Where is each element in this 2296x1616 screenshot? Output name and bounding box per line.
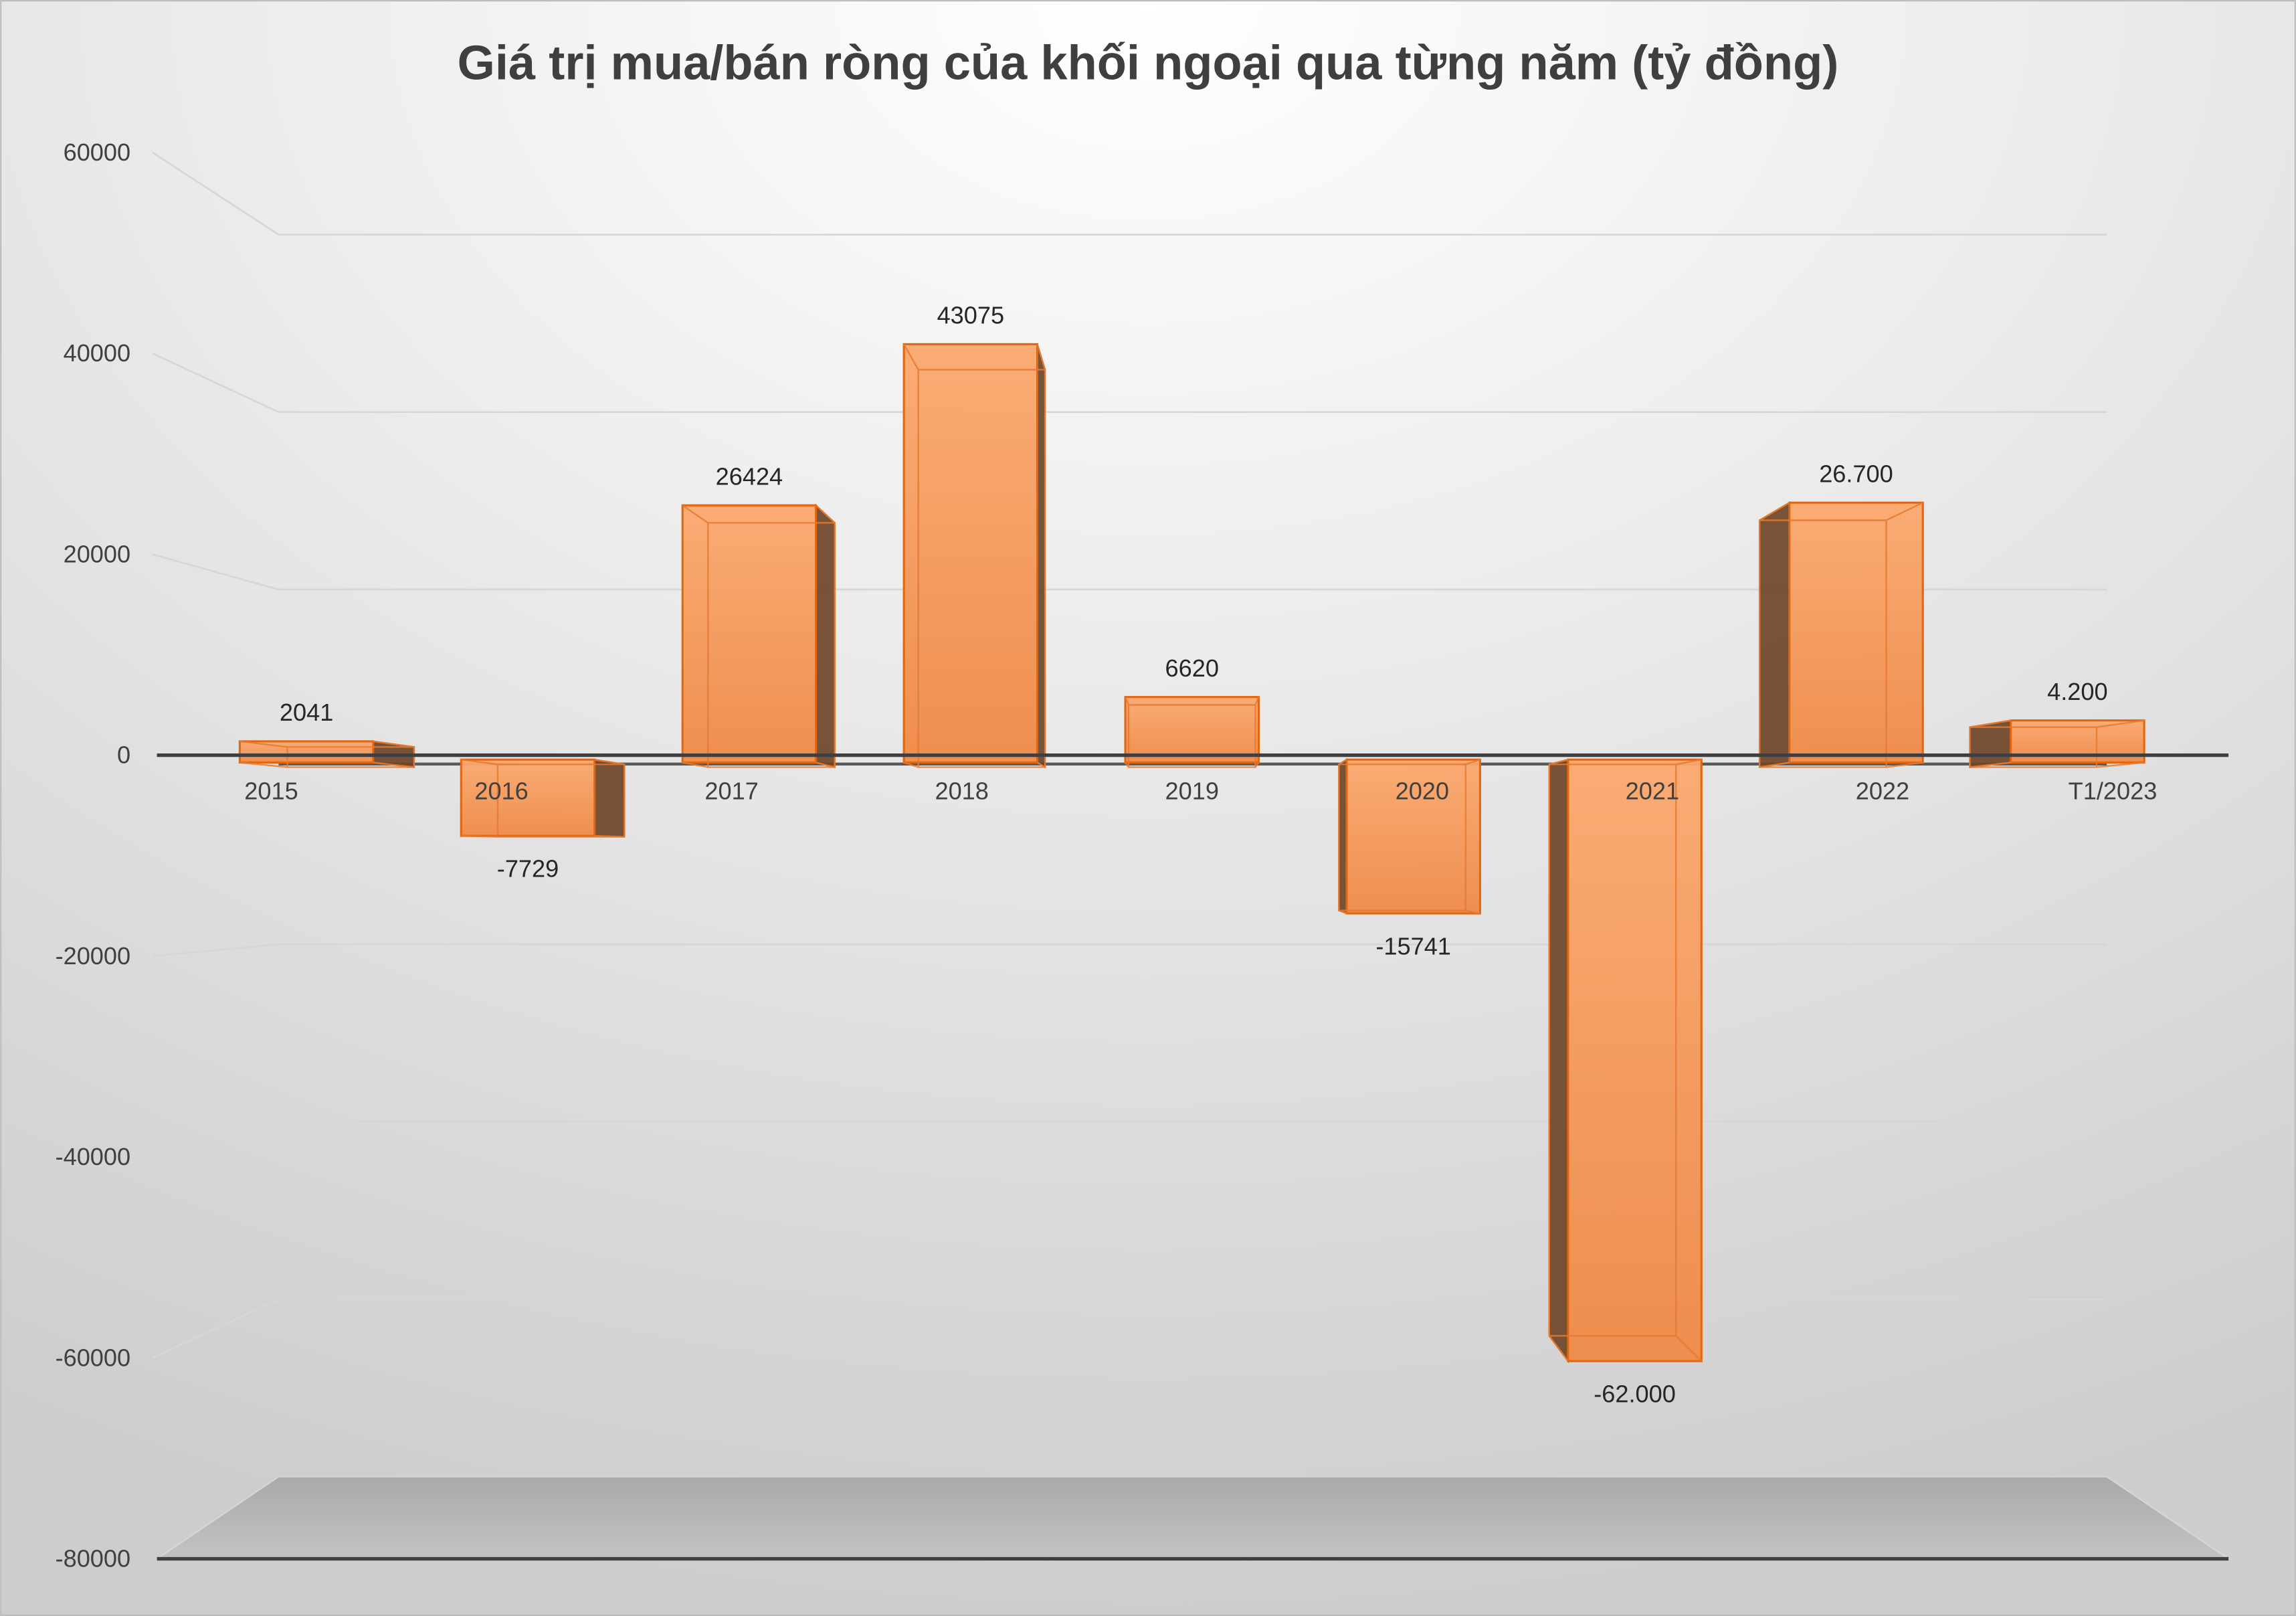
side-wall-line-60000 [152, 151, 280, 236]
side-wall-line-minus-20000 [152, 943, 279, 958]
bar-side-face-2021 [1548, 758, 1569, 1364]
bar-edges-2018 [903, 343, 1046, 768]
category-label-2018: 2018 [935, 777, 988, 804]
category-label-2021: 2021 [1626, 777, 1679, 804]
data-label-2018: 43075 [937, 302, 1005, 329]
data-label-2016: -7729 [497, 855, 559, 883]
y-tick-label-40000: 40000 [64, 339, 131, 367]
bar-2015 [238, 740, 415, 768]
bar-2020 [1338, 758, 1481, 915]
bar-2021 [1548, 758, 1703, 1364]
axis-lines [157, 753, 2229, 1561]
bar-2022 [1758, 501, 1924, 768]
side-wall-line-20000 [152, 553, 279, 591]
bar-2016 [460, 758, 626, 838]
bar-2019 [1124, 696, 1260, 768]
category-label-2022: 2022 [1856, 777, 1909, 804]
bar-side-face-2016 [593, 758, 626, 838]
chart-labels: 60000 40000 20000 0 -20000 -40000 -60000 -80000… [56, 139, 2158, 1573]
category-label-2016: 2016 [474, 777, 528, 804]
bar-t1-2023 [1969, 719, 2145, 768]
bar-front-face-2018 [902, 343, 1039, 764]
bar-edges-t1-2023 [1969, 719, 2145, 768]
category-label-t1-2023: T1/2023 [2069, 777, 2158, 804]
category-label-2020: 2020 [1396, 777, 1449, 804]
plot-walls-and-gridlines [152, 151, 2231, 1560]
bar-front-face-2017 [681, 504, 818, 764]
side-wall-line-40000 [152, 352, 280, 413]
y-tick-label-minus-20000: -20000 [56, 942, 131, 970]
data-label-2022: 26.700 [1819, 460, 1893, 488]
data-label-2021: -62.000 [1594, 1380, 1676, 1407]
bar-front-face-2016 [460, 758, 596, 837]
category-label-2015: 2015 [244, 777, 298, 804]
y-tick-label-minus-60000: -60000 [56, 1344, 131, 1371]
category-label-2019: 2019 [1165, 777, 1219, 804]
data-label-2019: 6620 [1165, 654, 1219, 682]
category-label-2017: 2017 [704, 777, 758, 804]
y-tick-label-minus-80000: -80000 [56, 1545, 131, 1573]
y-tick-label-minus-40000: -40000 [56, 1143, 131, 1170]
y-tick-label-60000: 60000 [64, 139, 131, 166]
bar-edges-2019 [1124, 697, 1260, 768]
bar-front-face-2022 [1788, 501, 1924, 764]
bar-edges-2020 [1338, 759, 1480, 915]
bar-edges-2022 [1758, 502, 1923, 768]
y-tick-label-0: 0 [117, 741, 130, 769]
bar-edges-2016 [461, 758, 626, 838]
bar-side-face-2018 [1036, 344, 1046, 769]
chart-title: Giá trị mua/bán ròng của khối ngoại qua … [458, 36, 1839, 90]
bar-front-face-2020 [1345, 758, 1481, 915]
side-wall-line-minus-40000 [152, 1121, 279, 1158]
bar-2017 [681, 503, 836, 768]
chart-floor [154, 1475, 2231, 1560]
bar-series [238, 343, 2145, 1364]
bar-edges-2015 [240, 740, 415, 768]
data-label-2015: 2041 [280, 699, 333, 726]
bar-edges-2021 [1548, 758, 1703, 1362]
y-tick-label-20000: 20000 [64, 540, 131, 567]
bar-front-face-2019 [1124, 696, 1260, 764]
bar-side-face-2017 [815, 503, 836, 768]
bar-side-face-2020 [1338, 758, 1348, 915]
bar-edges-2017 [682, 505, 836, 768]
bar-side-face-2022 [1759, 501, 1790, 768]
data-label-2017: 26424 [716, 463, 783, 490]
bar-front-face-2015 [238, 740, 375, 764]
bar-front-face-2021 [1567, 758, 1703, 1362]
data-label-t1-2023: 4.200 [2047, 678, 2107, 705]
bar-2018 [902, 343, 1046, 769]
data-label-2020: -15741 [1375, 932, 1451, 960]
side-wall-line-minus-60000 [152, 1298, 280, 1359]
